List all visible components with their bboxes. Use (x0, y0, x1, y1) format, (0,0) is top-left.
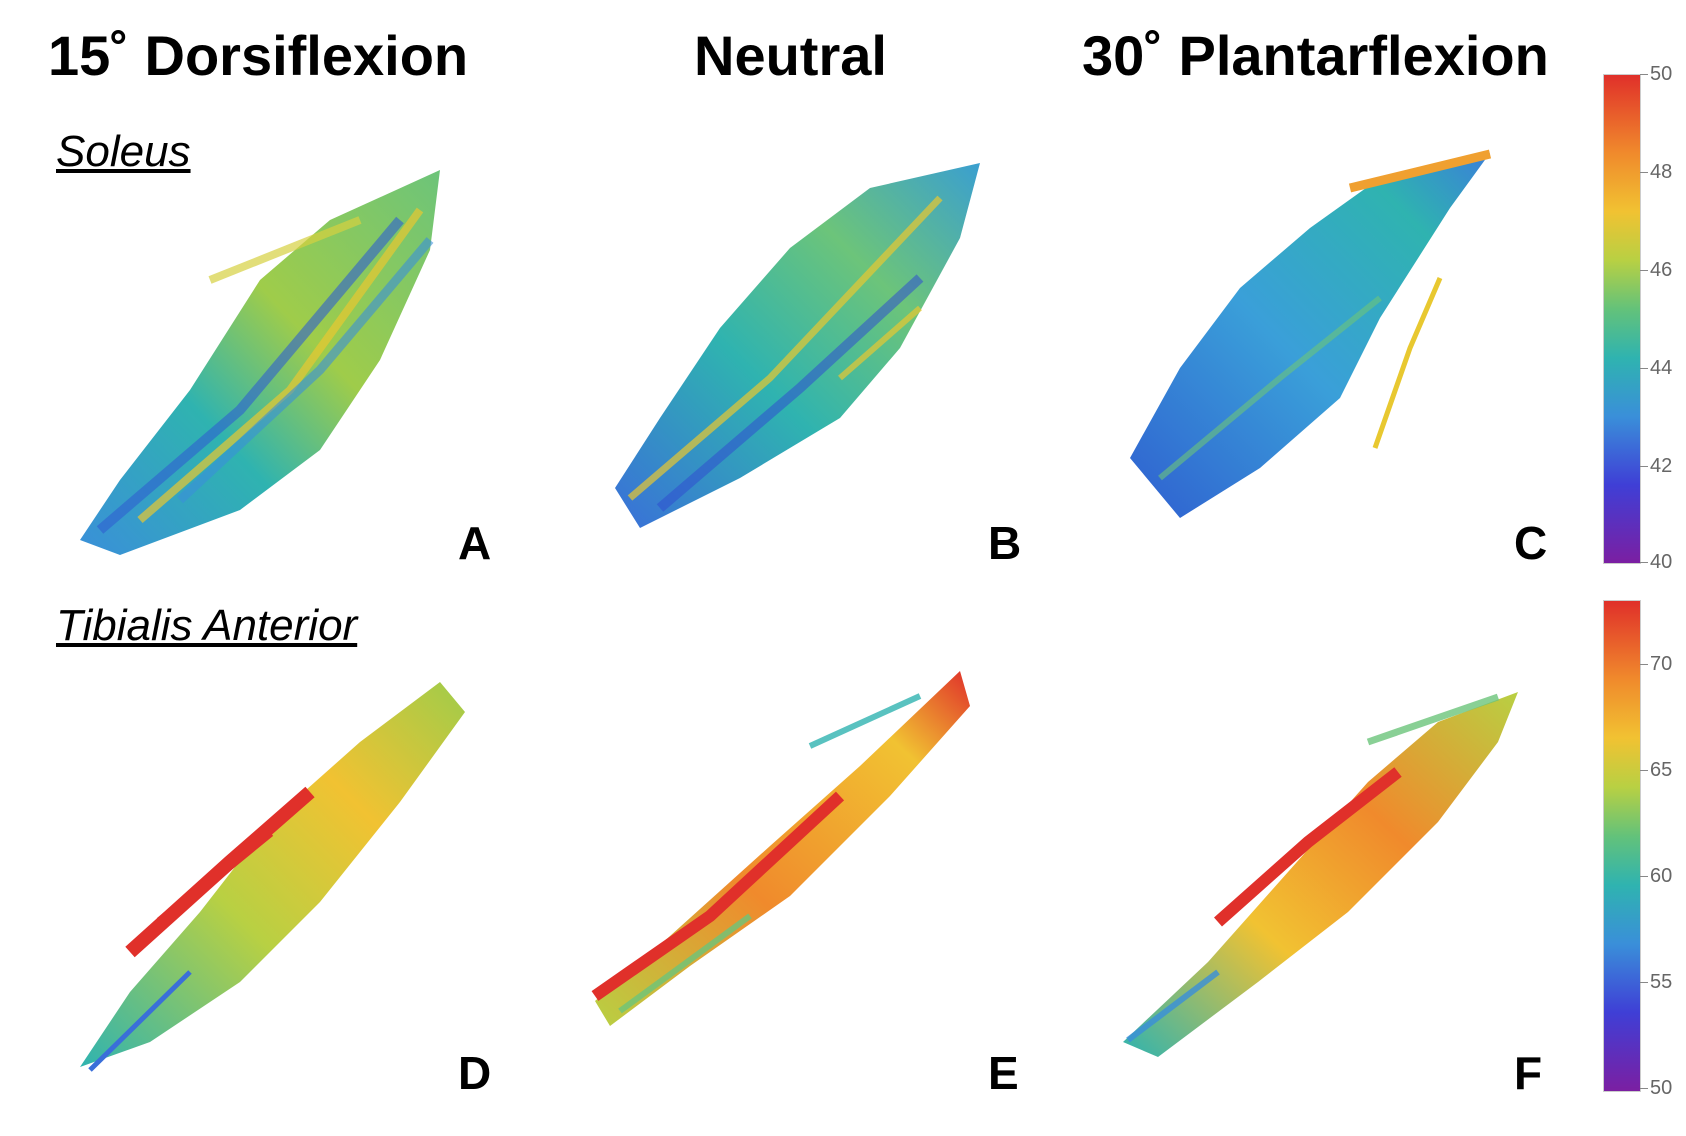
colorbar-soleus-tick-44: 44 (1650, 357, 1673, 379)
column-title-plantarflexion: 30˚ Plantarflexion (1082, 24, 1549, 87)
colorbar-soleus-tick-46: 46 (1650, 259, 1673, 281)
panel-b-soleus-neutral (615, 163, 980, 528)
colorbar-soleus-tick-48: 48 (1650, 161, 1673, 183)
colorbar-soleus-tick-40: 40 (1650, 551, 1673, 573)
colorbar-soleus-tick-50: 50 (1650, 63, 1673, 85)
column-title-neutral: Neutral (694, 24, 887, 87)
panel-label-f: F (1514, 1047, 1543, 1099)
panel-e-tibialis-neutral (591, 671, 970, 1026)
panel-f-tibialis-plantarflexion (1123, 692, 1518, 1057)
colorbar-tibialis-tick-70: 70 (1650, 653, 1673, 675)
panel-label-b: B (988, 517, 1022, 569)
colorbar-tibialis (1603, 600, 1641, 1092)
panel-label-a: A (458, 517, 492, 569)
colorbar-tibialis-tick-65: 65 (1650, 759, 1673, 781)
colorbar-tibialis-tick-50: 50 (1650, 1077, 1673, 1099)
panel-label-c: C (1514, 517, 1548, 569)
row-title-soleus: Soleus (56, 127, 191, 176)
panel-c-soleus-plantarflexion (1130, 149, 1492, 518)
colorbar-tibialis-tick-55: 55 (1650, 971, 1673, 993)
row-title-tibialis-anterior: Tibialis Anterior (56, 601, 358, 650)
panel-a-soleus-dorsiflexion (80, 170, 440, 555)
panel-label-d: D (458, 1047, 492, 1099)
colorbar-soleus (1603, 74, 1641, 564)
column-title-dorsiflexion: 15˚ Dorsiflexion (48, 24, 469, 87)
colorbar-tibialis-tick-60: 60 (1650, 865, 1673, 887)
panel-label-e: E (988, 1047, 1019, 1099)
colorbar-soleus-tick-42: 42 (1650, 455, 1673, 477)
panel-d-tibialis-dorsiflexion (80, 682, 465, 1072)
